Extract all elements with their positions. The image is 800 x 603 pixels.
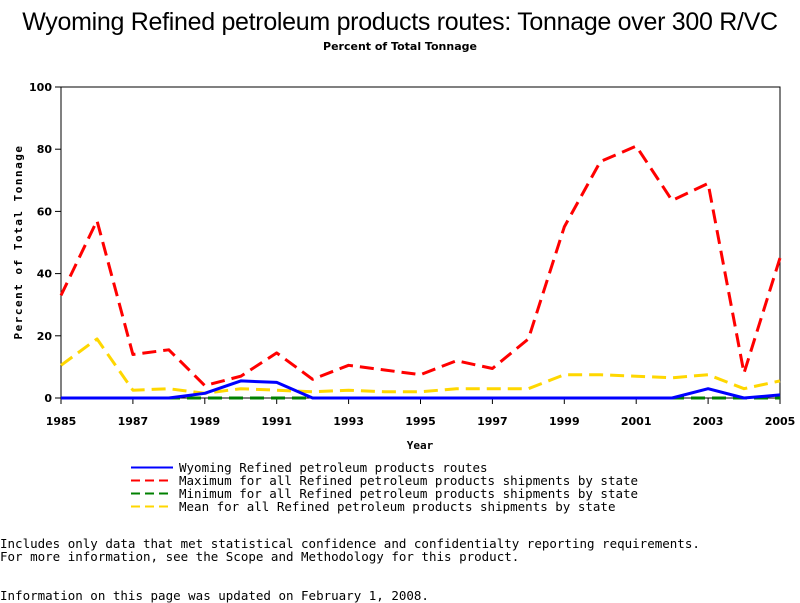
x-tick-label: 1993 bbox=[333, 415, 364, 428]
legend-swatch bbox=[131, 505, 173, 508]
legend-label: Maximum for all Refined petroleum produc… bbox=[179, 473, 639, 488]
legend-label: Wyoming Refined petroleum products route… bbox=[179, 460, 488, 475]
x-tick-label: 1997 bbox=[477, 415, 508, 428]
y-axis-title: Percent of Total Tonnage bbox=[12, 145, 25, 340]
x-axis-title: Year bbox=[407, 439, 434, 452]
x-tick-label: 1999 bbox=[549, 415, 580, 428]
chart-subtitle: Percent of Total Tonnage bbox=[323, 40, 477, 53]
legend-item: Maximum for all Refined petroleum produc… bbox=[131, 474, 638, 487]
series-line-maximum bbox=[59, 144, 782, 388]
x-tick-label: 2001 bbox=[621, 415, 652, 428]
x-tick-label: 2003 bbox=[693, 415, 724, 428]
footnote-updated: Information on this page was updated on … bbox=[0, 588, 429, 603]
y-axis: 0 20 40 60 80 100 bbox=[29, 81, 61, 405]
series-line-mean bbox=[60, 337, 781, 395]
legend-swatch bbox=[131, 466, 173, 469]
x-tick-label: 1985 bbox=[46, 415, 77, 428]
x-axis: 1985 1987 1989 1991 1993 1995 1997 1999 2001 2003… bbox=[46, 398, 796, 428]
footnote-confidentiality: Includes only data that met statistical … bbox=[0, 536, 700, 551]
legend-item: Wyoming Refined petroleum products route… bbox=[131, 461, 638, 474]
y-tick-label: 100 bbox=[29, 81, 52, 94]
x-tick-label: 1995 bbox=[405, 415, 436, 428]
x-tick-label: 1987 bbox=[118, 415, 149, 428]
y-tick-label: 40 bbox=[37, 268, 53, 281]
series-group bbox=[59, 144, 782, 400]
y-tick-label: 20 bbox=[37, 330, 53, 343]
legend-swatch bbox=[131, 479, 173, 482]
y-tick-label: 0 bbox=[44, 392, 52, 405]
line-chart: 0 20 40 60 80 100 1985 1987 1989 1991 1993 1995 199… bbox=[12, 81, 796, 452]
legend-label: Minimum for all Refined petroleum produc… bbox=[179, 486, 639, 501]
legend-item: Mean for all Refined petroleum products … bbox=[131, 500, 638, 513]
legend-item: Minimum for all Refined petroleum produc… bbox=[131, 487, 638, 500]
y-tick-label: 80 bbox=[37, 143, 53, 156]
x-tick-label: 2005 bbox=[765, 415, 796, 428]
legend-swatch bbox=[131, 492, 173, 495]
y-tick-label: 60 bbox=[37, 205, 53, 218]
legend-label: Mean for all Refined petroleum products … bbox=[179, 499, 616, 514]
x-tick-label: 1989 bbox=[189, 415, 220, 428]
legend: Wyoming Refined petroleum products route… bbox=[131, 461, 638, 513]
chart-title: Wyoming Refined petroleum products route… bbox=[22, 8, 778, 36]
series-line-wyoming bbox=[61, 379, 781, 400]
x-tick-label: 1991 bbox=[261, 415, 292, 428]
footnote-methodology: For more information, see the Scope and … bbox=[0, 549, 520, 564]
